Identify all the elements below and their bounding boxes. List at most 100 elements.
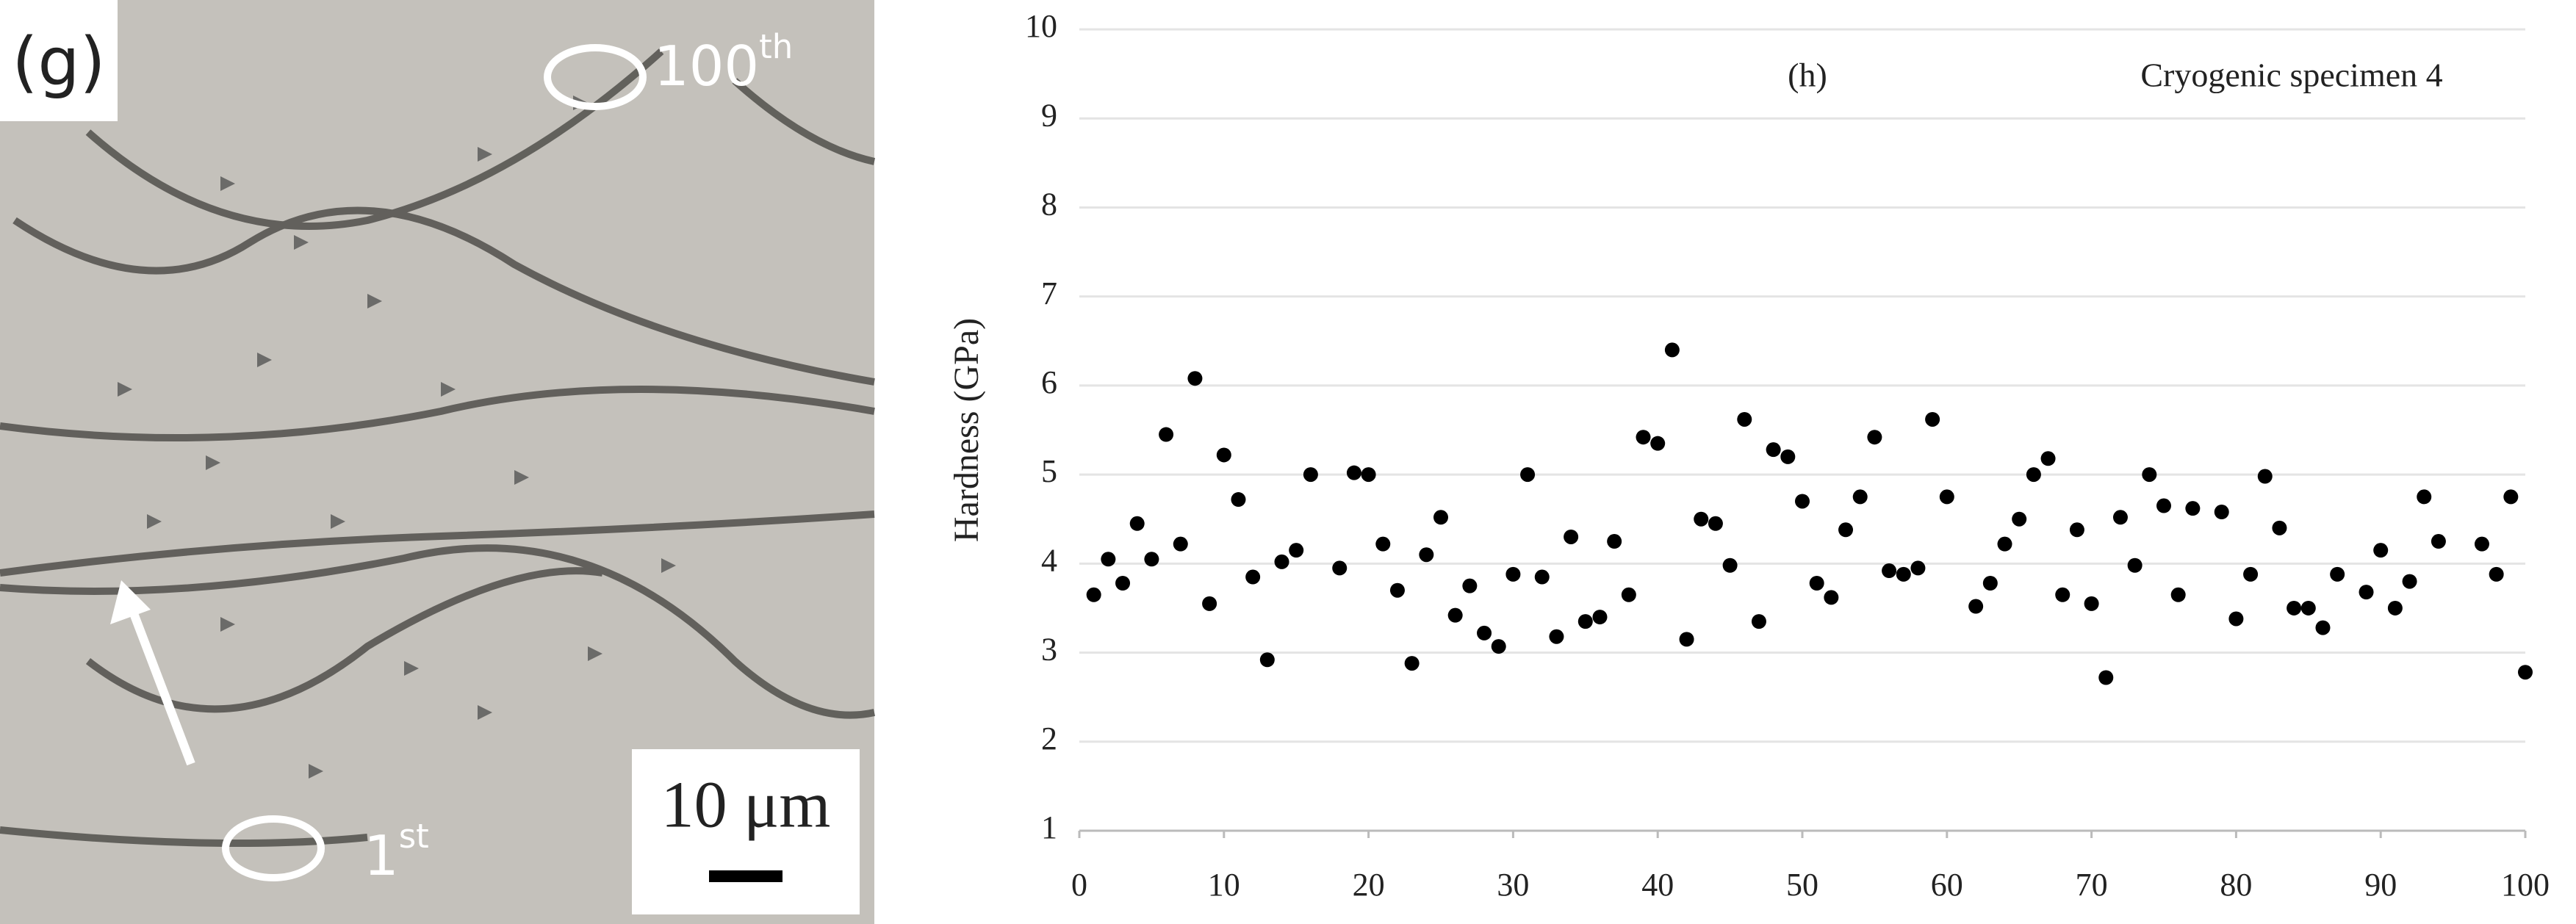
panel-label: (g) (12, 24, 105, 101)
point (1867, 430, 1882, 445)
point (2069, 522, 2084, 538)
point (1505, 566, 1521, 582)
point (1882, 563, 1897, 579)
point (1549, 629, 1564, 644)
point (1101, 552, 1116, 567)
point (2330, 566, 2345, 582)
point (2417, 489, 2432, 505)
point (1737, 411, 1752, 427)
point (1274, 554, 1289, 569)
x-tick-label: 80 (2220, 867, 2252, 903)
point (2170, 587, 2186, 602)
point (1564, 529, 1579, 544)
point (2315, 620, 2331, 635)
point (2185, 501, 2201, 516)
point (2098, 670, 2114, 685)
x-tick-label: 60 (1931, 867, 1963, 903)
x-tick-label: 10 (1208, 867, 1240, 903)
point (2127, 557, 2143, 573)
point (1303, 467, 1318, 483)
end-suffix: th (759, 27, 793, 66)
point (2257, 469, 2273, 484)
point (1086, 587, 1101, 602)
y-tick-label: 1 (1041, 809, 1057, 845)
point (1939, 489, 1954, 505)
point (1129, 516, 1145, 531)
point (1477, 625, 1492, 640)
point (1809, 576, 1824, 591)
point (2156, 498, 2171, 513)
point (2055, 587, 2070, 602)
point (1520, 467, 1536, 483)
end-label: 100th (654, 27, 793, 98)
annotation: Cryogenic specimen 4 (2140, 57, 2442, 94)
y-tick-label: 6 (1041, 364, 1057, 400)
point (2300, 600, 2316, 616)
point (1245, 569, 1261, 585)
point (2214, 505, 2229, 520)
point (2402, 574, 2417, 589)
point (1144, 552, 1159, 567)
point (1346, 465, 1361, 480)
point (2026, 467, 2041, 483)
point (2359, 585, 2374, 600)
x-tick-label: 90 (2364, 867, 2397, 903)
point (1419, 547, 1434, 563)
x-tick-label: 0 (1071, 867, 1087, 903)
point (2084, 596, 2099, 611)
point (1332, 560, 1348, 576)
point (1968, 599, 1984, 614)
chart-title: (h) (1788, 57, 1827, 94)
y-tick-label: 2 (1041, 721, 1057, 757)
point (2040, 451, 2056, 466)
point (2489, 566, 2504, 582)
x-tick-label: 20 (1353, 867, 1385, 903)
point (1375, 536, 1391, 552)
point (1722, 557, 1738, 573)
point (1636, 430, 1651, 445)
point (1534, 569, 1550, 585)
point (2518, 665, 2533, 680)
point (1289, 543, 1304, 558)
x-tick-label: 70 (2076, 867, 2108, 903)
end-number: 100 (654, 34, 759, 98)
point (1621, 587, 1636, 602)
point (1650, 436, 1666, 451)
point (1751, 614, 1766, 629)
y-tick-label: 3 (1041, 632, 1057, 668)
micrograph: (g) 100th 1st 10 μm (0, 0, 876, 924)
point (1577, 614, 1593, 629)
point (2387, 600, 2403, 616)
point (1202, 596, 1217, 611)
point (1433, 510, 1448, 525)
point (1708, 516, 1723, 531)
y-tick-label: 10 (1025, 8, 1057, 44)
point (1664, 342, 1680, 358)
point (1447, 607, 1463, 623)
point (1389, 582, 1405, 598)
point (2012, 511, 2027, 527)
point (1187, 371, 1203, 386)
x-tick-label: 50 (1786, 867, 1818, 903)
point (1231, 492, 1246, 508)
point (1216, 447, 1231, 463)
point (1173, 536, 1188, 552)
point (1592, 610, 1608, 625)
point (1159, 427, 1174, 442)
point (1115, 576, 1131, 591)
point (2474, 536, 2489, 552)
y-tick-label: 9 (1041, 97, 1057, 133)
point (1838, 522, 1854, 538)
x-tick-label: 30 (1497, 867, 1529, 903)
point (2243, 566, 2259, 582)
scale-bar-label: 10 μm (661, 769, 831, 842)
point (1795, 494, 1810, 509)
point (1780, 449, 1796, 464)
point (1679, 632, 1694, 647)
point (1997, 536, 2012, 552)
y-axis-label: Hardness (GPa) (947, 318, 986, 542)
point (2287, 600, 2302, 616)
start-number: 1 (364, 823, 399, 888)
start-label: 1st (364, 817, 429, 888)
